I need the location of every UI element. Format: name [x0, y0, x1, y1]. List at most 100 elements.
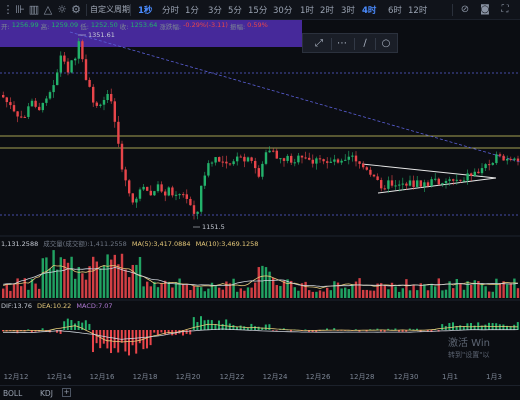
volume-bar	[488, 291, 491, 298]
tab-boll[interactable]: BOLL	[3, 389, 23, 398]
macd-bar	[102, 330, 105, 344]
volume-bar	[164, 280, 167, 298]
macd-bar	[146, 330, 148, 349]
volume-bar	[128, 277, 131, 298]
selected-price-zone[interactable]	[0, 20, 302, 47]
triangle-pattern[interactable]	[361, 163, 497, 194]
circle-icon[interactable]: ○	[381, 38, 391, 49]
volume-bar	[92, 256, 95, 298]
candle	[516, 155, 520, 166]
macd-bar	[279, 329, 282, 330]
macd-bar	[480, 325, 483, 330]
macd-bar	[192, 317, 195, 330]
high-value: 1259.09	[51, 21, 79, 29]
volume-bar	[491, 291, 494, 298]
camera-icon[interactable]: ◙	[480, 4, 490, 15]
interval-8[interactable]: 2时	[320, 6, 334, 16]
candle	[376, 173, 379, 181]
interval-12[interactable]: 12时	[408, 6, 428, 16]
pen-icon[interactable]: ∕	[363, 38, 367, 49]
interval-3[interactable]: 3分	[208, 6, 222, 16]
x-tick-label: 12月26	[305, 373, 331, 381]
macd-bar	[20, 330, 22, 331]
volume-bar	[59, 257, 62, 298]
macd-bar	[52, 329, 55, 331]
candlestick-type-icon[interactable]: ⊪	[15, 3, 25, 16]
candle	[52, 79, 55, 98]
interval-4[interactable]: 5分	[228, 6, 242, 16]
volume-bar	[236, 291, 239, 298]
macd-bar	[462, 326, 465, 330]
low-price-marker: 1151.5	[193, 223, 225, 231]
volume-bar	[131, 264, 134, 298]
fullscreen-icon[interactable]: ⛶	[501, 4, 509, 15]
macd-histogram	[2, 316, 519, 356]
candle	[128, 179, 131, 197]
drag-icon[interactable]: ⋮	[2, 3, 14, 16]
volume-bar	[272, 277, 275, 298]
dashed-line-icon[interactable]: ⋯	[337, 38, 347, 49]
candle	[20, 110, 23, 119]
macd-bar	[63, 321, 66, 330]
volume-bar	[416, 290, 419, 298]
high-price-marker: 1351.61	[78, 31, 115, 39]
candle	[336, 158, 340, 164]
candle	[506, 155, 509, 165]
volume-ma10-line	[3, 266, 519, 287]
volume-bar	[365, 289, 368, 298]
bar-chart-icon[interactable]: ▥	[28, 3, 40, 16]
volume-bar	[426, 290, 430, 298]
tab-kdj[interactable]: KDJ	[40, 389, 53, 398]
candle	[502, 154, 505, 161]
volume-bar	[412, 284, 415, 298]
candle	[160, 181, 163, 193]
candle	[423, 179, 426, 193]
drawn-horizontal-lines[interactable]	[0, 31, 520, 216]
interval-11[interactable]: 6时	[388, 6, 402, 16]
volume-bar	[16, 278, 19, 298]
candle	[369, 166, 372, 177]
candle	[167, 186, 170, 197]
high-label: 高:	[40, 23, 50, 31]
candle	[261, 161, 264, 180]
macd-bar	[160, 330, 163, 333]
candle	[146, 186, 149, 192]
add-indicator-icon[interactable]: +	[62, 388, 71, 397]
eye-off-icon[interactable]: ⊘	[460, 4, 470, 15]
candle	[315, 156, 318, 170]
close-label: 收:	[119, 23, 129, 31]
volume-bar	[2, 288, 5, 298]
macd-dif-line	[2, 323, 518, 343]
interval-7[interactable]: 1时	[300, 6, 314, 16]
candle	[488, 159, 491, 171]
interval-9[interactable]: 3时	[341, 6, 355, 16]
volume-bar	[254, 282, 257, 298]
volume-bar	[225, 281, 228, 298]
indicator-icon[interactable]: △	[43, 3, 53, 16]
macd-bar	[254, 326, 256, 330]
custom-period-button[interactable]: 自定义周期	[90, 5, 130, 14]
candle	[5, 96, 8, 108]
macd-bar	[185, 330, 188, 334]
interval-6[interactable]: 30分	[273, 6, 293, 16]
candle	[34, 97, 37, 109]
candle	[437, 177, 440, 186]
candle	[444, 178, 448, 189]
volume-bar	[390, 282, 394, 298]
interval-0[interactable]: 1秒	[138, 6, 153, 16]
volume-bar	[246, 287, 250, 298]
interval-1[interactable]: 分时	[162, 6, 180, 16]
interval-5[interactable]: 15分	[248, 6, 268, 16]
interval-10[interactable]: 4时	[362, 6, 377, 16]
lightbulb-icon[interactable]: ☼	[57, 3, 67, 16]
interval-2[interactable]: 1分	[185, 6, 199, 16]
ray-line-icon[interactable]: ⤢	[315, 38, 323, 49]
volume-bar	[250, 287, 253, 298]
candle	[200, 185, 203, 214]
macd-bar	[405, 330, 408, 332]
chart-canvas[interactable]: 1351.61 1151.5	[0, 0, 520, 385]
macd-bar	[182, 330, 184, 336]
candle	[257, 165, 260, 179]
macd-bar	[196, 322, 199, 330]
settings-icon[interactable]: ⚙	[71, 3, 81, 16]
